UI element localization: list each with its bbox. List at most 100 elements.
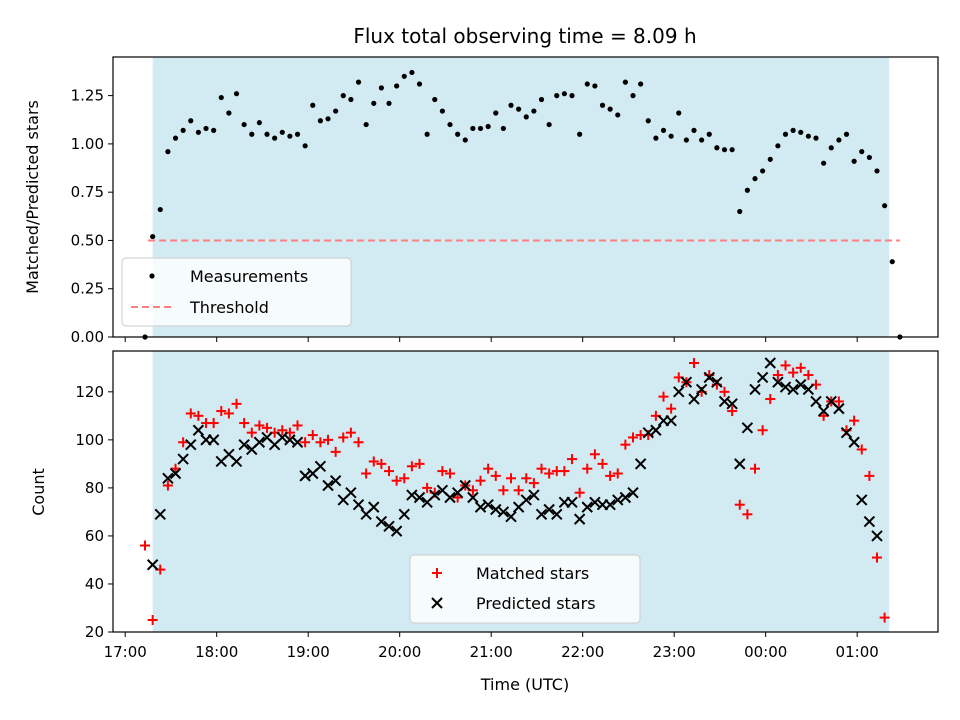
measurement-point (203, 125, 209, 132)
predicted-star-point (154, 508, 166, 521)
predicted-x-b (581, 501, 593, 513)
predicted-star-point (726, 398, 738, 410)
predicted-star-point (528, 489, 540, 501)
predicted-star-point (490, 503, 502, 516)
predicted-x-b (840, 426, 853, 439)
measurement-point (355, 79, 362, 85)
measurement-point (378, 85, 384, 91)
predicted-x-b (551, 508, 563, 521)
measurement-point (500, 125, 506, 132)
predicted-star-point (543, 503, 555, 516)
measurement-point (767, 156, 773, 162)
predicted-x-b (711, 376, 723, 388)
matched-star-point (582, 463, 593, 474)
x-tick-label: 19:00 (287, 643, 330, 661)
measurement-point (607, 106, 613, 112)
measurement-point (409, 69, 415, 76)
predicted-star-point (284, 434, 296, 446)
measurement-point (805, 133, 811, 139)
matched-star-point (772, 370, 783, 381)
predicted-star-point (619, 491, 632, 504)
y-tick-label: 80 (85, 479, 104, 497)
predicted-x-b (345, 486, 357, 499)
predicted-x-b (787, 383, 799, 396)
predicted-x-b (833, 402, 845, 415)
measurement-point (737, 208, 743, 215)
measurement-point (882, 203, 888, 209)
predicted-star-point (650, 424, 662, 436)
predicted-star-point (863, 515, 876, 528)
measurement-point (752, 176, 758, 182)
legend-box (121, 257, 352, 327)
predicted-x-b (284, 434, 296, 446)
predicted-x-b (764, 357, 776, 369)
measurement-point (668, 133, 674, 139)
matched-star-point (574, 487, 585, 498)
predicted-x-b (779, 381, 792, 393)
measurement-point (821, 160, 827, 166)
predicted-x-b (718, 395, 731, 408)
predicted-star-point (207, 434, 220, 446)
predicted-x-b (276, 431, 288, 444)
measurement-point (851, 158, 857, 164)
predicted-x-b (650, 424, 662, 436)
predicted-star-point (703, 371, 715, 384)
predicted-x-b (299, 470, 311, 482)
predicted-x-b (322, 479, 334, 492)
matched-star-point (483, 463, 494, 474)
predicted-star-point (192, 424, 205, 436)
predicted-x-b (192, 424, 205, 436)
measurement-point (561, 91, 567, 97)
y-tick-label: 1.25 (71, 87, 104, 105)
predicted-star-point (329, 474, 342, 487)
predicted-x-b (185, 438, 197, 451)
measurement-point (660, 127, 667, 133)
measurement-point (782, 131, 789, 137)
predicted-star-point (718, 395, 731, 408)
predicted-star-point (383, 520, 395, 533)
predicted-x-b (429, 489, 441, 501)
predicted-star-point (665, 414, 677, 427)
predicted-x-b (352, 499, 365, 511)
matched-star-point (620, 439, 631, 450)
top-panel: 0.00 0.25 0.50 0.75 1.00 1.25 Matched/Predict… (23, 56, 939, 346)
measurement-point (172, 135, 179, 141)
measurement-point (729, 147, 735, 153)
measurement-point (622, 79, 628, 85)
x-tick-label: 22:00 (561, 643, 604, 661)
measurement-point (721, 147, 728, 153)
legend-measurements-label: Measurements (190, 267, 308, 286)
measurement-point (264, 131, 270, 137)
predicted-x-b (795, 378, 807, 391)
measurement-point (180, 127, 186, 133)
measurement-point (592, 83, 598, 89)
predicted-star-point (322, 479, 334, 492)
measurement-point (462, 137, 468, 143)
matched-star-point (597, 458, 608, 469)
predicted-x-b (627, 486, 639, 499)
legend-box (409, 554, 641, 624)
predicted-x-b (772, 376, 784, 388)
predicted-x-b (177, 453, 189, 465)
predicted-x-b (329, 474, 342, 487)
predicted-star-point (482, 499, 494, 511)
measurement-point (775, 143, 781, 149)
measurement-point (836, 137, 842, 143)
matched-star-point (475, 475, 486, 486)
matched-star-point (300, 437, 311, 448)
matched-star-point (170, 463, 181, 474)
measurement-point (256, 120, 262, 126)
predicted-x-b (810, 395, 822, 408)
predicted-star-point (413, 491, 426, 504)
measurement-point (386, 100, 392, 106)
measurement-point (485, 123, 491, 130)
matched-star-point (658, 391, 669, 402)
predicted-x-b (703, 371, 715, 384)
matched-star-point (140, 540, 151, 551)
predicted-x-b (223, 448, 235, 460)
matched-star-point (879, 612, 890, 623)
predicted-x-b (474, 501, 487, 513)
predicted-star-point (802, 383, 815, 396)
y-tick-label: 0.50 (71, 231, 104, 249)
measurement-point (615, 112, 621, 118)
